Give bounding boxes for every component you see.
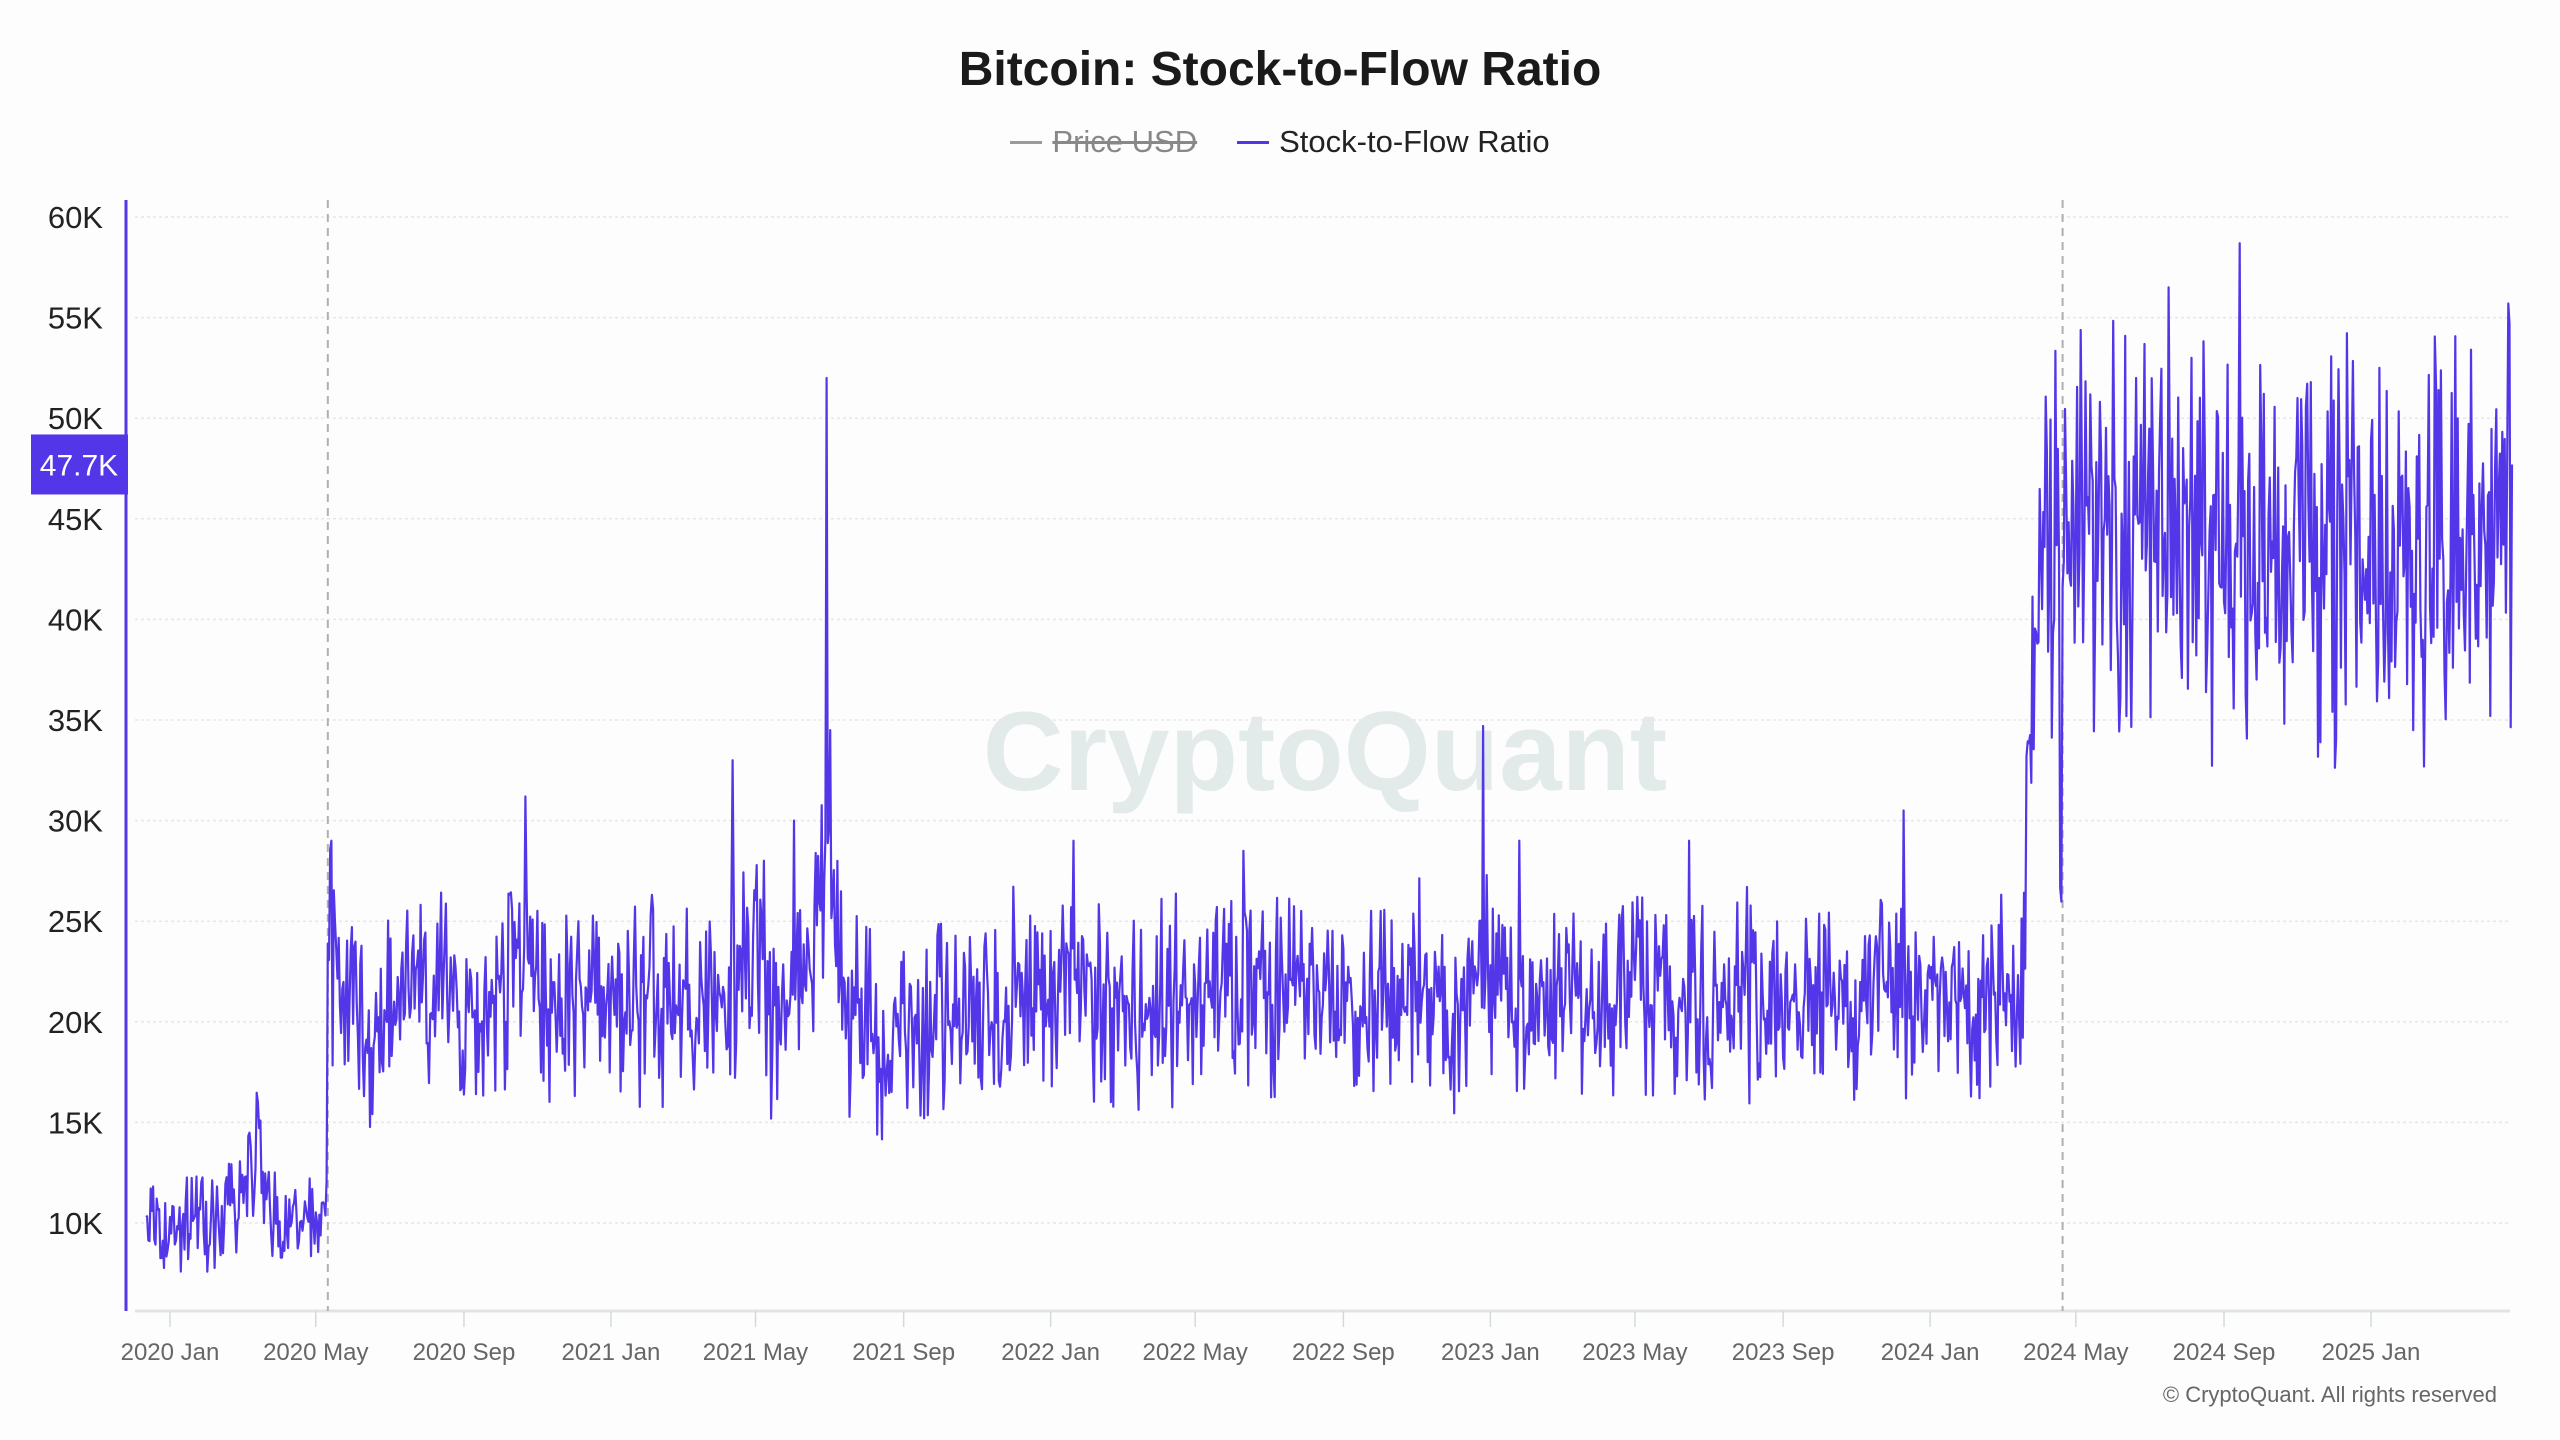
x-tick-label: 2023 May bbox=[1582, 1339, 1687, 1366]
x-tick-label: 2023 Jan bbox=[1441, 1339, 1540, 1366]
watermark: CryptoQuant bbox=[983, 689, 1667, 814]
y-tick-label: 35K bbox=[48, 703, 103, 738]
current-value-label: 47.7K bbox=[40, 449, 118, 482]
legend-swatch-s2f bbox=[1237, 140, 1270, 144]
y-tick-label: 50K bbox=[48, 401, 103, 436]
chart-title: Bitcoin: Stock-to-Flow Ratio bbox=[958, 43, 1602, 96]
y-tick-label: 60K bbox=[48, 200, 103, 235]
x-tick-label: 2020 May bbox=[263, 1339, 368, 1366]
x-tick-label: 2021 Jan bbox=[562, 1339, 661, 1366]
x-tick-label: 2021 May bbox=[703, 1339, 808, 1366]
copyright: © CryptoQuant. All rights reserved bbox=[2162, 1382, 2497, 1407]
x-tick-label: 2023 Sep bbox=[1732, 1339, 1835, 1366]
x-tick-label: 2024 Sep bbox=[2173, 1339, 2276, 1366]
legend-label-price: Price USD bbox=[1052, 124, 1198, 159]
x-tick-label: 2020 Jan bbox=[121, 1339, 220, 1366]
y-tick-label: 40K bbox=[48, 602, 103, 637]
x-tick-label: 2020 Sep bbox=[413, 1339, 516, 1366]
x-tick-label: 2024 May bbox=[2023, 1339, 2128, 1366]
x-tick-label: 2022 Sep bbox=[1292, 1339, 1395, 1366]
x-tick-label: 2022 Jan bbox=[1001, 1339, 1100, 1366]
series-line-stock-to-flow bbox=[145, 242, 2514, 1273]
y-tick-label: 10K bbox=[48, 1206, 103, 1241]
legend-item-stock-to-flow[interactable]: Stock-to-Flow Ratio bbox=[1237, 124, 1550, 160]
y-tick-label: 20K bbox=[48, 1005, 103, 1040]
y-tick-label: 55K bbox=[48, 301, 103, 336]
y-tick-label: 45K bbox=[48, 502, 103, 537]
legend-label-s2f: Stock-to-Flow Ratio bbox=[1279, 124, 1550, 159]
legend-swatch-price bbox=[1010, 140, 1043, 144]
x-tick-label: 2022 May bbox=[1143, 1339, 1248, 1366]
y-tick-label: 25K bbox=[48, 904, 103, 939]
x-tick-label: 2025 Jan bbox=[2322, 1339, 2421, 1366]
x-tick-label: 2024 Jan bbox=[1881, 1339, 1980, 1366]
current-value-badge bbox=[31, 434, 128, 495]
x-tick-label: 2021 Sep bbox=[852, 1339, 955, 1366]
y-tick-label: 30K bbox=[48, 804, 103, 839]
y-tick-label: 15K bbox=[48, 1105, 103, 1140]
legend: Price USD Stock-to-Flow Ratio bbox=[0, 124, 2560, 160]
legend-item-price-usd[interactable]: Price USD bbox=[1010, 124, 1197, 160]
